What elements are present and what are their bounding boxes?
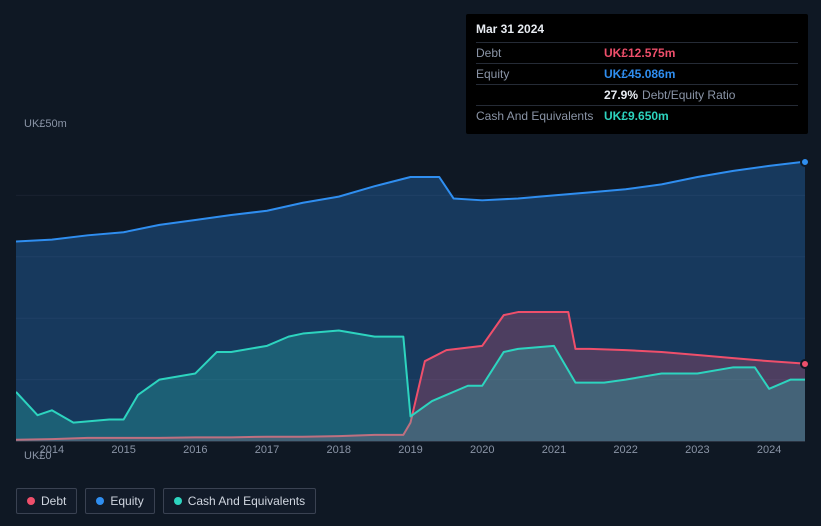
legend-label: Equity [110, 494, 143, 508]
x-tick: 2018 [327, 444, 351, 456]
tooltip-label [476, 88, 604, 102]
legend-item-cash[interactable]: Cash And Equivalents [163, 488, 316, 514]
tooltip-value: UK£45.086m [604, 67, 675, 81]
plot-area[interactable] [16, 134, 805, 442]
chart-legend: Debt Equity Cash And Equivalents [16, 488, 316, 514]
tooltip-label: Cash And Equivalents [476, 109, 604, 123]
x-tick: 2017 [255, 444, 279, 456]
x-tick: 2014 [40, 444, 64, 456]
x-tick: 2022 [613, 444, 637, 456]
tooltip-value: UK£12.575m [604, 46, 675, 60]
legend-dot-icon [174, 497, 182, 505]
x-axis: 2014 2015 2016 2017 2018 2019 2020 2021 2022 2023… [16, 444, 805, 462]
legend-dot-icon [27, 497, 35, 505]
x-tick: 2021 [542, 444, 566, 456]
x-tick: 2016 [183, 444, 207, 456]
x-tick: 2019 [398, 444, 422, 456]
tooltip-row-cash: Cash And Equivalents UK£9.650m [476, 105, 798, 126]
series-marker-equity [800, 157, 810, 167]
financial-chart: UK£50m UK£0 2014201520162017201820192020… [16, 120, 805, 472]
tooltip-row-debt: Debt UK£12.575m [476, 42, 798, 63]
tooltip-value: UK£9.650m [604, 109, 669, 123]
chart-tooltip: Mar 31 2024 Debt UK£12.575m Equity UK£45… [466, 14, 808, 134]
legend-dot-icon [96, 497, 104, 505]
x-tick: 2023 [685, 444, 709, 456]
tooltip-ratio-label: Debt/Equity Ratio [642, 88, 735, 102]
legend-item-equity[interactable]: Equity [85, 488, 154, 514]
tooltip-label: Equity [476, 67, 604, 81]
x-tick: 2020 [470, 444, 494, 456]
x-tick: 2015 [111, 444, 135, 456]
legend-item-debt[interactable]: Debt [16, 488, 77, 514]
series-marker-debt [800, 359, 810, 369]
tooltip-row-equity: Equity UK£45.086m [476, 63, 798, 84]
x-tick: 2024 [757, 444, 781, 456]
y-axis-label-max: UK£50m [24, 118, 67, 130]
legend-label: Cash And Equivalents [188, 494, 305, 508]
tooltip-label: Debt [476, 46, 604, 60]
chart-svg [16, 134, 805, 441]
tooltip-ratio-pct: 27.9% [604, 88, 638, 102]
tooltip-row-ratio: 27.9% Debt/Equity Ratio [476, 84, 798, 105]
legend-label: Debt [41, 494, 66, 508]
tooltip-date: Mar 31 2024 [476, 22, 798, 40]
